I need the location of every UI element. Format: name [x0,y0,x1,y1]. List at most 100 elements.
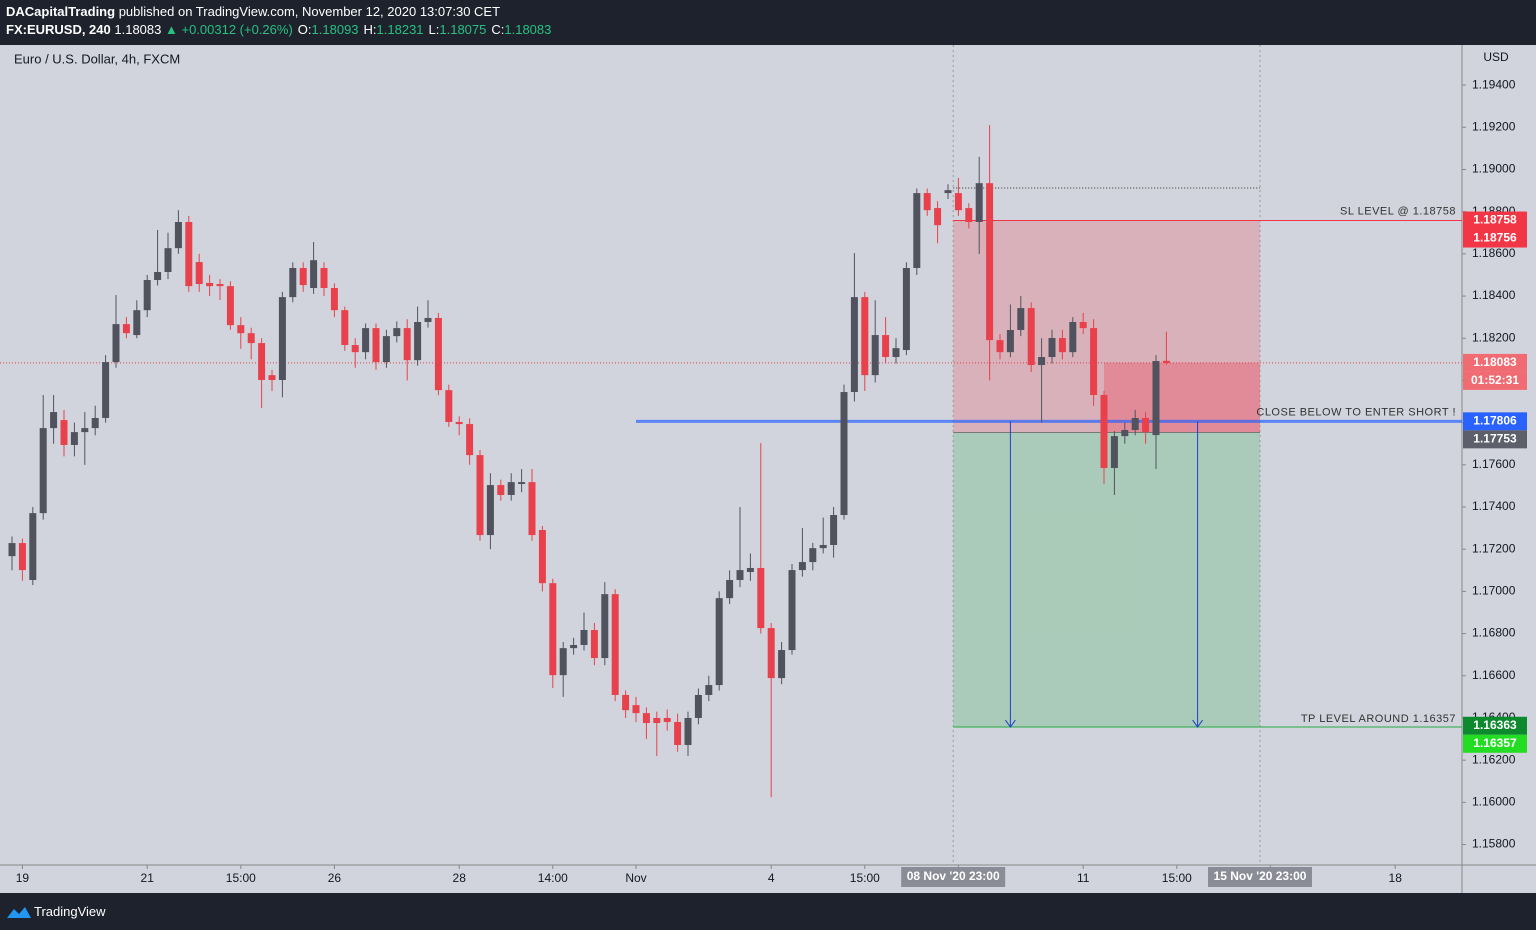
quote-k: C: [491,22,505,37]
candle-body [330,288,338,311]
candle-body [310,260,318,289]
candle-body [1017,308,1025,331]
candle-body [133,310,141,336]
candle-body [778,650,786,679]
x-tick-label: 21 [141,871,155,885]
candle-body [840,392,848,516]
candle-body [809,548,817,563]
candle-body [507,482,515,495]
candle-body [164,248,172,272]
candle-body [518,482,526,485]
candle-body [1110,436,1118,468]
x-tick-label: Nov [625,871,646,885]
candle-body [226,286,234,326]
candle-body [1121,430,1129,437]
y-tick-label: 1.16000 [1472,795,1516,809]
candle-body [871,335,879,376]
candle-body [830,515,838,545]
price-badge [1463,353,1527,372]
date-badge-label: 15 Nov '20 23:00 [1214,869,1307,883]
candle-body [767,628,775,679]
y-tick-label: 1.17000 [1472,584,1516,598]
legend: Euro / U.S. Dollar, 4h, FXCM [14,51,180,66]
candle-body [39,428,47,514]
candle-body [882,335,890,358]
candle-body [195,262,203,285]
x-tick-label: 18 [1389,871,1403,885]
candle-body [726,579,734,599]
x-tick-label: 14:00 [538,871,568,885]
quote-v: 1.18083 [504,22,552,37]
quote-v: 1.18093 [311,22,359,37]
x-tick-label: 15:00 [850,871,880,885]
candle-body [445,390,453,422]
candle-body [986,183,994,341]
x-tick-label: 11 [1077,871,1090,885]
candle-body [1058,338,1066,353]
candle-body [382,336,390,363]
candle-body [788,570,796,651]
candle-body [1069,321,1077,353]
candle-body [299,267,307,286]
price-badge [1463,734,1527,753]
quote-v: 1.18231 [376,22,424,37]
price-badge [1463,716,1527,735]
candle-body [674,721,682,745]
candle-body [341,310,349,345]
y-tick-label: 1.16800 [1472,626,1516,640]
candle-body [216,284,224,287]
y-tick-label: 1.17600 [1472,457,1516,471]
x-tick-label: 19 [16,871,30,885]
candle-body [81,428,89,433]
candle-body [642,713,650,724]
candle-body [351,344,359,353]
candle-body [278,297,286,381]
candle-body [934,208,942,226]
y-tick-label: 1.19000 [1472,162,1516,176]
candle-body [1162,360,1170,363]
price-badge-label: 1.17753 [1473,432,1517,446]
candle-body [1100,394,1108,468]
price-badge [1463,229,1527,248]
x-tick-label: 28 [453,871,467,885]
change: ▲ +0.00312 (+0.26%) [165,22,293,37]
candle-body [393,328,401,337]
candle-body [91,417,99,429]
candle-body [154,271,162,281]
candle-body [570,644,578,649]
candle-body [362,328,370,353]
publisher: DACapitalTrading [6,4,116,19]
price-badge [1463,430,1527,449]
quote-k: L: [428,22,440,37]
quote-k: O: [297,22,312,37]
candle-body [185,221,193,287]
candle-body [50,412,58,429]
candle-body [70,432,78,445]
candle-body [8,543,16,557]
candle-body [653,717,661,724]
candle-body [954,193,962,211]
candle-body [237,325,245,334]
chart: Euro / U.S. Dollar, 4h, FXCM USD 1.15800… [0,45,1536,893]
candle-body [102,362,110,418]
candle-body [268,375,276,381]
candle-body [923,193,931,211]
y-tick-label: 1.16600 [1472,668,1516,682]
candle-body [861,297,869,376]
price-badge-label: 1.18758 [1473,213,1517,227]
candle-body [975,183,983,222]
candle-body [694,694,702,718]
candle-body [1006,330,1014,353]
y-tick-label: 1.18400 [1472,288,1516,302]
candle-body [424,317,432,322]
candle-body [1131,417,1139,431]
candle-body [902,267,910,351]
candle-body [174,221,182,249]
candle-body [486,485,494,536]
date-badge [901,867,1006,887]
candle-body [632,705,640,714]
entry-signal-line [636,419,1462,423]
candle-body [1152,361,1160,436]
candle-body [1038,357,1046,366]
candle-body [798,562,806,571]
